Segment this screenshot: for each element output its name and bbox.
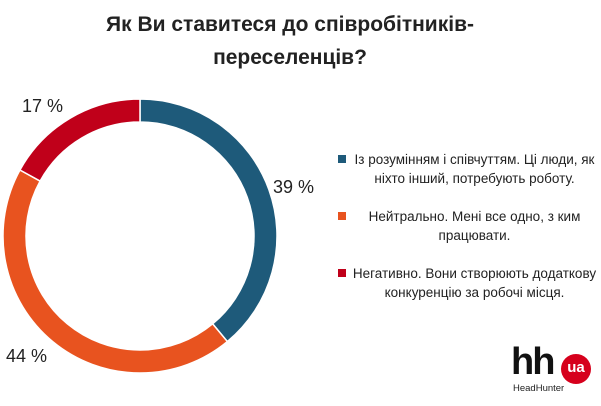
legend-item-neutral: Нейтрально. Мені все одно, з ким працюва… (338, 207, 600, 245)
logo-mark: hh (511, 341, 555, 383)
label-negative: 17 % (22, 96, 63, 116)
legend-label: Із розумінням і співчуттям. Ці люди, як … (354, 152, 595, 186)
chart-title-line-1: Як Ви ставитеся до співробітників- (106, 13, 474, 36)
legend-label: Нейтрально. Мені все одно, з ким працюва… (368, 209, 581, 243)
chart-title-line-2: переселенців? (213, 46, 367, 69)
legend-item-negative: Негативно. Вони створюють додаткову конк… (338, 264, 600, 302)
legend-label: Негативно. Вони створюють додаткову конк… (352, 266, 597, 300)
slice-negative (18, 98, 141, 183)
slice-neutral (2, 168, 229, 374)
legend-item-sympathy: Із розумінням і співчуттям. Ці люди, як … (338, 150, 600, 188)
headhunter-logo: hh ua HeadHunter (504, 342, 596, 398)
legend-swatch (338, 212, 346, 220)
legend-swatch (338, 155, 346, 163)
slice-sympathy (139, 98, 278, 343)
logo-caption: HeadHunter (513, 383, 565, 394)
label-sympathy: 39 % (273, 177, 314, 197)
chart-legend: Із розумінням і співчуттям. Ці люди, як … (338, 150, 600, 321)
label-neutral: 44 % (6, 346, 47, 366)
chart-title: Як Ви ставитеся до співробітників- перес… (90, 8, 490, 74)
logo-badge: ua (561, 354, 591, 384)
legend-swatch (338, 269, 346, 277)
